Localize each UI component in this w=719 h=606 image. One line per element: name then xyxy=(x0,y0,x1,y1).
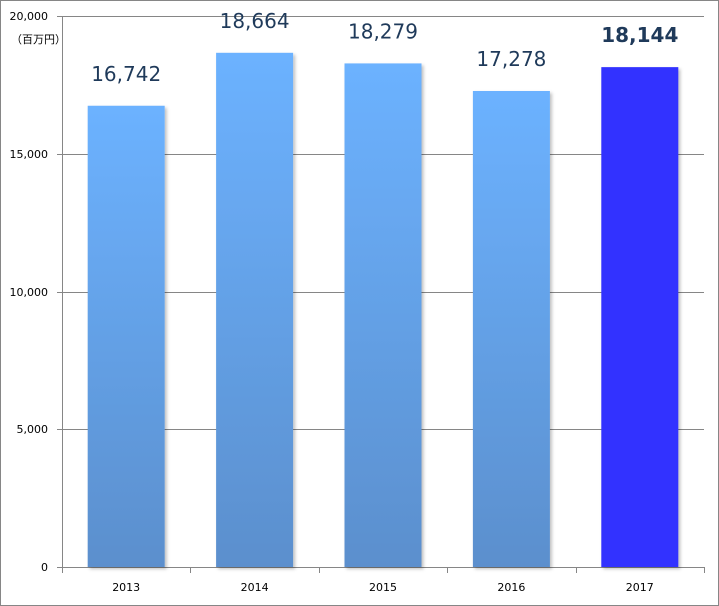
bar-2013 xyxy=(87,105,165,567)
x-tick-label-2014: 2014 xyxy=(241,581,269,594)
x-tick-label-2016: 2016 xyxy=(497,581,525,594)
x-tick-label-2015: 2015 xyxy=(369,581,397,594)
x-tick-label-2013: 2013 xyxy=(112,581,140,594)
y-tick-label: 15,000 xyxy=(10,148,49,161)
y-tick-label: 5,000 xyxy=(17,423,49,436)
y-tick-label: 20,000 xyxy=(10,10,49,23)
data-label-2016: 17,278 xyxy=(476,47,546,71)
y-tick-label: 0 xyxy=(41,561,48,574)
bar-2016 xyxy=(472,90,550,568)
data-label-2013: 16,742 xyxy=(91,62,161,86)
bar-2015 xyxy=(344,63,422,568)
x-tick-label-2017: 2017 xyxy=(626,581,654,594)
bars xyxy=(87,52,679,568)
bar-2014 xyxy=(216,52,294,567)
bar-2017 xyxy=(601,67,679,567)
data-label-2014: 18,664 xyxy=(220,9,290,33)
data-labels: 16,742 18,664 18,279 17,278 18,144 xyxy=(91,9,678,86)
data-label-2015: 18,279 xyxy=(348,19,418,43)
axes: 0 5,000 10,000 15,000 20,000 2013 2014 2015 2016… xyxy=(10,10,705,594)
y-tick-label: 10,000 xyxy=(10,286,49,299)
y-axis-unit-label: （百万円） xyxy=(11,33,66,46)
data-label-2017: 18,144 xyxy=(601,23,678,47)
